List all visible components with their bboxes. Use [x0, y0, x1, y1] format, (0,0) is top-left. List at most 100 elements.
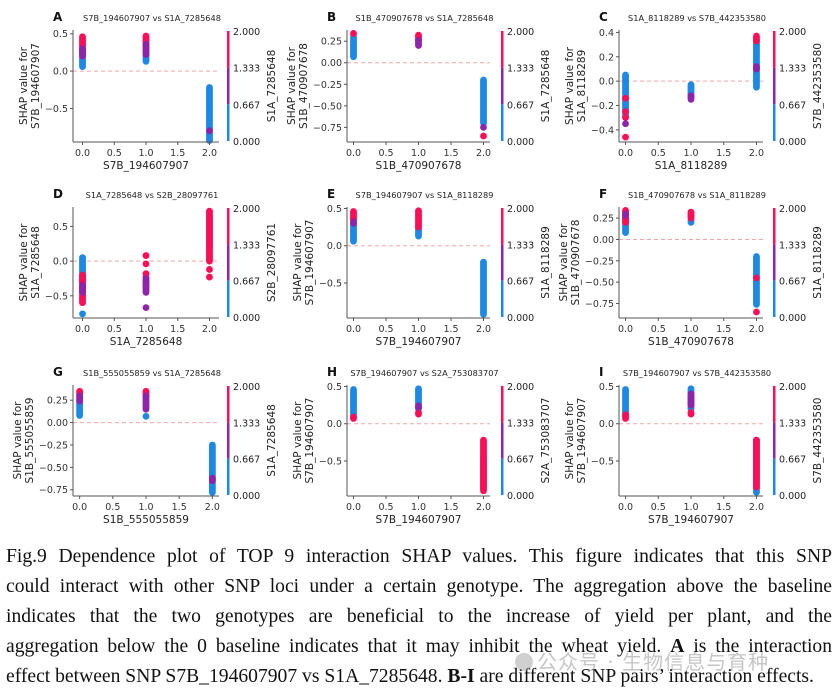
panel-letter: H [327, 365, 337, 379]
y-axis-label-line: S1A_8118289 [576, 50, 588, 123]
colorbar-label: S1A_7285648 [266, 50, 278, 123]
colorbar-tick-label: 1.333 [779, 64, 806, 75]
data-point [622, 120, 629, 128]
colorbar-tick-label: 0.000 [233, 491, 260, 502]
panel-b: B S1B_470907678 vs S1A_7285648 0.25 0.00 −0.… [286, 10, 552, 172]
y-axis-label-line: S7B_194607907 [304, 398, 316, 484]
data-point-cluster [753, 63, 760, 73]
data-point-cluster [480, 258, 487, 318]
colorbar-label: S2B_28097761 [266, 223, 278, 302]
data-point-cluster [415, 402, 422, 411]
x-tick-label: 1.0 [138, 324, 153, 335]
y-axis-label: SHAP value forS7B_194607907 [292, 398, 316, 484]
x-axis-label: S1B_470907678 [376, 160, 462, 172]
colorbar-segment-mid [501, 422, 504, 459]
colorbar-segment-low [773, 280, 776, 317]
y-tick-label: 0.25 [593, 214, 614, 225]
caption-text: effect between SNP S7B_194607907 vs S1A_… [6, 666, 448, 687]
x-axis-label: S1A_7285648 [110, 336, 183, 348]
x-tick-label: 2.0 [476, 148, 491, 159]
data-point-cluster [687, 390, 695, 409]
colorbar-tick-label: 0.000 [779, 137, 806, 148]
data-point-cluster [622, 386, 629, 419]
x-tick-label: 1.5 [170, 324, 185, 335]
caption-panel-ref: B-I [447, 666, 475, 687]
y-tick-label: 0.25 [321, 37, 342, 48]
colorbar-tick-label: 0.667 [779, 455, 806, 466]
data-point-cluster [687, 208, 695, 222]
y-tick-label: 0.0 [599, 419, 614, 430]
data-point [753, 308, 760, 316]
colorbar-tick-label: 2.000 [233, 27, 260, 38]
x-tick-label: 2.0 [749, 324, 764, 335]
x-axis-label: S7B_194607907 [648, 514, 734, 526]
y-tick-label: 0.5 [327, 382, 342, 393]
colorbar-tick-label: 0.000 [507, 313, 534, 324]
data-point-cluster [350, 386, 357, 420]
x-tick-label: 1.5 [172, 502, 187, 513]
data-point-cluster [622, 210, 629, 219]
data-point-cluster [208, 474, 216, 485]
colorbar-tick-label: 2.000 [779, 382, 806, 393]
data-point [480, 132, 487, 140]
x-tick-label: 1.5 [716, 148, 731, 159]
colorbar-segment-mid [773, 67, 776, 105]
y-tick-label: −0.75 [585, 299, 614, 310]
colorbar-segment-high [501, 386, 504, 423]
data-point [622, 114, 629, 122]
colorbar-segment-high [227, 31, 230, 68]
data-point-cluster [142, 40, 150, 59]
colorbar-segment-low [773, 458, 776, 495]
panel-title: S7B_194607907 vs S2A_753083707 [350, 368, 498, 378]
colorbar-segment-mid [227, 422, 230, 459]
y-axis-label-line: SHAP value for [12, 401, 24, 480]
y-axis-label: SHAP value forS1B_470907678 [558, 220, 582, 306]
data-point-cluster [415, 36, 422, 49]
colorbar-tick-label: 1.333 [233, 240, 260, 251]
x-tick-label: 1.5 [443, 324, 458, 335]
y-axis-label: SHAP value forS7B_194607907 [564, 398, 588, 484]
data-point [142, 260, 150, 268]
data-point-cluster [480, 436, 487, 495]
panel-title: S1B_470907678 vs S1A_8118289 [628, 190, 766, 200]
x-tick-label: 1.0 [138, 502, 153, 513]
data-point-cluster [350, 413, 357, 422]
panel-c: C S1A_8118289 vs S7B_442353580 0.4 0.2 0.0 −0… [564, 10, 824, 172]
caption-line: aggregation below the 0 baseline indicat… [6, 632, 832, 662]
x-axis-label: S7B_194607907 [376, 514, 462, 526]
colorbar-tick-label: 2.000 [507, 204, 534, 215]
y-tick-label: 0.00 [321, 58, 342, 69]
panel-title: S1B_555055859 vs S1A_7285648 [83, 368, 221, 378]
x-tick-label: 1.5 [443, 148, 458, 159]
y-axis-label-line: S7B_194607907 [576, 398, 588, 484]
y-axis-label-line: SHAP value for [558, 223, 570, 302]
x-tick-label: 0.0 [618, 324, 633, 335]
data-point-cluster [142, 392, 150, 413]
figure-grid: A S7B_194607907 vs S1A_72856480.50.0−0.50… [12, 10, 824, 526]
x-tick-label: 1.5 [716, 502, 731, 513]
y-axis-label-line: S1A_7285648 [30, 226, 42, 299]
y-tick-label: 0.5 [53, 222, 68, 233]
x-tick-label: 0.0 [618, 502, 633, 513]
colorbar-tick-label: 1.333 [507, 240, 534, 251]
panel-title: S7B_194607907 vs S7B_442353580 [623, 368, 771, 378]
colorbar-segment-low [227, 280, 230, 317]
x-tick-label: 0.5 [378, 148, 393, 159]
x-tick-label: 1.0 [683, 502, 698, 513]
panel-title: S1A_8118289 vs S7B_442353580 [628, 13, 766, 23]
data-point-cluster [206, 84, 213, 144]
colorbar-label: S7B_442353580 [812, 398, 824, 484]
y-axis-label: SHAP value forS1B_555055859 [12, 398, 36, 484]
colorbar-segment-high [773, 386, 776, 423]
colorbar-tick-label: 2.000 [779, 204, 806, 215]
colorbar-tick-label: 0.667 [507, 455, 534, 466]
x-tick-label: 0.5 [651, 324, 666, 335]
y-tick-label: 0.0 [327, 419, 342, 430]
colorbar-tick-label: 0.667 [779, 100, 806, 111]
panel-letter: I [599, 365, 603, 379]
colorbar-segment-mid [773, 244, 776, 281]
caption-line: indicates that the two genotypes are ben… [6, 606, 832, 627]
colorbar-tick-label: 0.000 [507, 137, 534, 148]
x-tick-label: 0.0 [346, 502, 361, 513]
y-tick-label: 0.0 [53, 67, 68, 78]
